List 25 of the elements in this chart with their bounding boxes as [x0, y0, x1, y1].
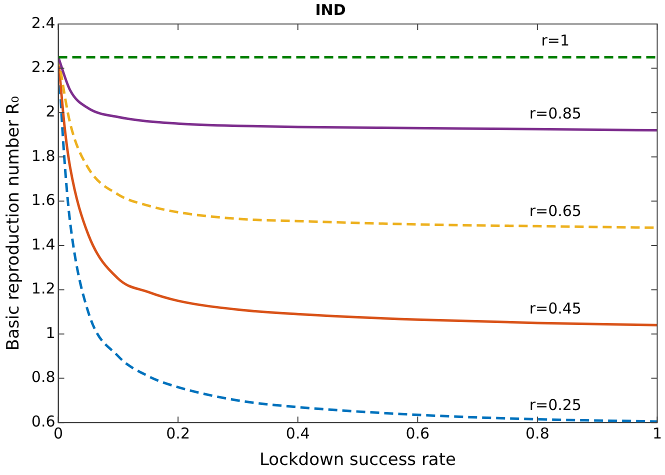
y-tick-label: 1.6 [31, 191, 56, 210]
y-axis-title: Basic reproduction number R₀ [4, 96, 24, 351]
x-tick-label: 0.6 [406, 424, 430, 442]
x-axis-title: Lockdown success rate [260, 450, 456, 470]
x-tick-label: 0.4 [286, 424, 310, 442]
y-tick-label: 2 [46, 102, 56, 120]
chart-title: IND [315, 0, 346, 19]
x-tick-label: 0.2 [166, 424, 190, 442]
y-tick-label: 1.8 [31, 146, 56, 165]
x-tick-label: 0 [53, 424, 64, 442]
y-tick-label: 1.4 [31, 235, 56, 254]
x-tick-label: 1 [652, 424, 662, 442]
line-series [58, 56, 658, 132]
y-tick-label: 2.4 [31, 14, 56, 32]
series-label: r=0.65 [529, 202, 582, 220]
series-label: r=0.85 [529, 104, 582, 123]
series-label: r=0.25 [529, 396, 582, 414]
y-tick-label: 2.2 [31, 58, 56, 76]
x-tick-label: 0.8 [526, 424, 550, 442]
y-tick-label: 1 [46, 324, 56, 342]
series-label: r=1 [541, 32, 570, 50]
y-tick-label: 1.2 [31, 280, 56, 298]
series-label: r=0.45 [529, 300, 582, 318]
y-tick-label: 0.8 [31, 368, 56, 386]
y-tick-label: 0.6 [31, 412, 56, 430]
